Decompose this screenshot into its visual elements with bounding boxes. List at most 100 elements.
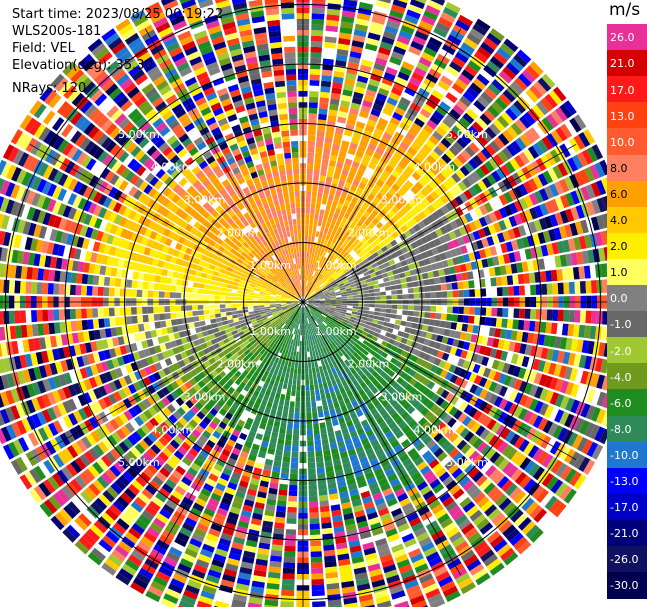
velocity-gate bbox=[307, 357, 311, 363]
velocity-gate bbox=[98, 385, 108, 397]
velocity-gate bbox=[385, 468, 395, 478]
velocity-gate bbox=[425, 139, 436, 150]
velocity-gate bbox=[403, 538, 417, 548]
velocity-gate bbox=[349, 488, 359, 497]
velocity-gate bbox=[356, 186, 364, 195]
velocity-gate bbox=[250, 339, 257, 346]
velocity-gate bbox=[369, 26, 383, 36]
velocity-gate bbox=[281, 359, 286, 366]
velocity-gate bbox=[308, 303, 314, 306]
velocity-gate bbox=[400, 25, 415, 35]
velocity-gate bbox=[524, 396, 534, 409]
velocity-gate bbox=[563, 282, 570, 295]
velocity-gate bbox=[591, 444, 604, 460]
velocity-gate bbox=[292, 303, 298, 305]
velocity-gate bbox=[310, 282, 314, 288]
velocity-gate bbox=[248, 326, 255, 331]
velocity-gate bbox=[371, 262, 378, 269]
velocity-gate bbox=[299, 340, 302, 347]
velocity-gate bbox=[158, 487, 171, 499]
velocity-gate bbox=[371, 276, 378, 282]
velocity-gate bbox=[358, 297, 365, 301]
velocity-gate bbox=[336, 329, 343, 335]
velocity-gate bbox=[292, 310, 297, 316]
velocity-gate bbox=[375, 328, 382, 334]
velocity-gate bbox=[309, 328, 313, 335]
velocity-gate bbox=[394, 106, 406, 117]
velocity-gate bbox=[337, 382, 344, 390]
velocity-gate bbox=[502, 129, 514, 143]
velocity-gate bbox=[340, 348, 347, 355]
velocity-gate bbox=[235, 461, 245, 470]
velocity-gate bbox=[239, 566, 253, 575]
velocity-gate bbox=[224, 328, 231, 334]
velocity-gate bbox=[418, 259, 426, 267]
velocity-gate bbox=[428, 556, 443, 568]
velocity-gate bbox=[296, 351, 299, 358]
velocity-gate bbox=[181, 427, 191, 437]
velocity-gate bbox=[283, 556, 296, 563]
velocity-gate bbox=[306, 305, 311, 310]
velocity-gate bbox=[544, 93, 558, 109]
velocity-gate bbox=[546, 243, 554, 256]
velocity-gate bbox=[92, 319, 100, 329]
velocity-gate bbox=[62, 528, 77, 543]
velocity-gate bbox=[342, 251, 349, 258]
velocity-gate bbox=[222, 467, 233, 477]
velocity-gate bbox=[175, 338, 183, 346]
velocity-gate bbox=[325, 577, 339, 585]
velocity-gate bbox=[166, 326, 174, 334]
velocity-gate bbox=[357, 291, 364, 295]
velocity-gate bbox=[322, 341, 327, 347]
velocity-gate bbox=[258, 305, 265, 308]
velocity-gate bbox=[162, 335, 170, 343]
velocity-gate bbox=[266, 332, 273, 339]
velocity-gate bbox=[500, 242, 508, 254]
velocity-gate bbox=[310, 275, 314, 282]
velocity-gate bbox=[188, 419, 198, 429]
velocity-gate bbox=[326, 471, 335, 479]
velocity-gate bbox=[314, 158, 322, 165]
velocity-gate bbox=[436, 245, 445, 254]
velocity-gate bbox=[307, 280, 311, 287]
velocity-gate bbox=[308, 490, 318, 497]
velocity-gate bbox=[532, 233, 541, 246]
velocity-gate bbox=[309, 512, 320, 519]
velocity-gate bbox=[319, 305, 325, 308]
velocity-gate bbox=[289, 321, 294, 327]
velocity-gate bbox=[304, 274, 307, 280]
velocity-gate bbox=[561, 323, 569, 336]
velocity-gate bbox=[331, 237, 338, 244]
velocity-gate bbox=[301, 307, 303, 314]
velocity-gate bbox=[444, 371, 454, 381]
velocity-gate bbox=[508, 202, 519, 214]
velocity-gate bbox=[463, 189, 473, 200]
velocity-gate bbox=[485, 465, 497, 478]
velocity-gate bbox=[421, 345, 429, 353]
velocity-gate bbox=[478, 377, 488, 388]
velocity-gate bbox=[355, 281, 362, 286]
velocity-gate bbox=[430, 364, 439, 373]
velocity-gate bbox=[444, 223, 454, 233]
velocity-gate bbox=[101, 339, 109, 350]
velocity-gate bbox=[265, 311, 272, 315]
velocity-gate bbox=[267, 419, 274, 427]
velocity-gate bbox=[596, 310, 603, 325]
velocity-gate bbox=[212, 487, 224, 497]
velocity-gate bbox=[267, 372, 273, 379]
velocity-gate bbox=[433, 161, 444, 172]
velocity-gate bbox=[313, 314, 318, 320]
velocity-gate bbox=[224, 359, 231, 367]
velocity-gate bbox=[308, 303, 314, 305]
velocity-gate bbox=[387, 209, 396, 218]
velocity-gate bbox=[352, 308, 358, 312]
velocity-gate bbox=[305, 207, 310, 214]
velocity-gate bbox=[185, 349, 193, 357]
velocity-gate bbox=[407, 447, 418, 458]
velocity-gate bbox=[289, 406, 295, 413]
velocity-gate bbox=[482, 367, 492, 378]
velocity-gate bbox=[184, 517, 197, 528]
velocity-gate bbox=[360, 419, 369, 428]
velocity-gate bbox=[411, 157, 422, 167]
velocity-gate bbox=[286, 428, 293, 435]
